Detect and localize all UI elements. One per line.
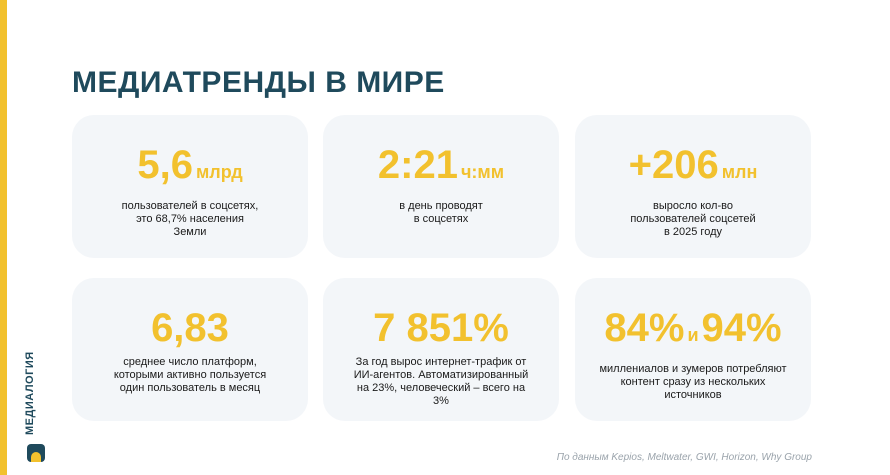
stat-number: 84% и94% xyxy=(575,306,811,357)
stat-value: 94% xyxy=(701,306,782,350)
source: По данным Kepios, Meltwater, GWI, Horizo… xyxy=(556,452,812,463)
description-line: на 23%, человеческий – всего на xyxy=(356,382,526,394)
stat-card: 6,83 среднее число платформ, которыми акти… xyxy=(72,278,308,421)
description-line: 3% xyxy=(433,395,449,407)
description-line: выросло кол-во xyxy=(653,200,733,212)
stat-number: 7 851% xyxy=(323,306,559,350)
stat-description: в день проводят в соцсетях xyxy=(323,200,559,226)
logo-icon xyxy=(27,444,45,462)
stat-value: 2:21 xyxy=(377,143,458,187)
accent-stripe xyxy=(0,0,7,475)
description-line: контент сразу из нескольких xyxy=(620,376,766,388)
description-line: это 68,7% населения xyxy=(136,213,244,225)
title: МЕДИАТРЕНДЫ В МИРЕ xyxy=(72,66,445,99)
description-line: в соцсетях xyxy=(413,213,469,225)
stat-number: 6,83 xyxy=(72,306,308,350)
stat-value: 6,83 xyxy=(151,306,229,350)
description-line: среднее число платформ, xyxy=(123,356,257,368)
stat-number: +206 млн xyxy=(575,143,811,194)
stat-description: миллениалов и зумеров потребляют контент … xyxy=(575,363,811,402)
description-line: в день проводят xyxy=(399,200,483,212)
description-line: миллениалов и зумеров потребляют xyxy=(599,363,787,375)
description-line: ИИ-агентов. Автоматизированный xyxy=(353,369,529,381)
stat-card: 2:21 ч:мм в день проводят в соцсетях xyxy=(323,115,559,258)
stat-unit: млрд xyxy=(195,162,243,182)
logo-text: МЕДИАЛОГИЯ xyxy=(24,351,36,435)
stat-unit: ч:мм xyxy=(460,162,505,182)
stat-description: выросло кол-во пользователей соцсетей в 20… xyxy=(575,200,811,239)
stat-joiner: и xyxy=(687,325,699,345)
stat-card: 5,6 млрд пользователей в соцсетях, это 68,7… xyxy=(72,115,308,258)
description-line: пользователей в соцсетях, xyxy=(121,200,259,212)
description-line: которыми активно пользуется xyxy=(113,369,267,381)
description-line: Земли xyxy=(173,226,207,238)
stat-value: 5,6 xyxy=(137,143,193,187)
description-line: один пользователь в месяц xyxy=(119,382,261,394)
stat-description: За год вырос интернет-трафик от ИИ-агенто… xyxy=(323,356,559,408)
description-line: пользователей соцсетей xyxy=(630,213,756,225)
description-line: источников xyxy=(664,389,722,401)
stat-description: пользователей в соцсетях, это 68,7% насел… xyxy=(72,200,308,239)
stat-number: 5,6 млрд xyxy=(72,143,308,194)
description-line: в 2025 году xyxy=(664,226,722,238)
stat-value: +206 xyxy=(628,143,719,187)
description-line: За год вырос интернет-трафик от xyxy=(355,356,527,368)
stat-card: +206 млн выросло кол-во пользователей соцсе… xyxy=(575,115,811,258)
stat-value: 7 851% xyxy=(373,306,509,350)
stat-number: 2:21 ч:мм xyxy=(323,143,559,194)
stat-card: 84% и94% миллениалов и зумеров потребляют к… xyxy=(575,278,811,421)
stat-card: 7 851% За год вырос интернет-трафик от ИИ-… xyxy=(323,278,559,421)
stat-description: среднее число платформ, которыми активно … xyxy=(72,356,308,395)
stat-value: 84% xyxy=(604,306,685,350)
stat-unit: млн xyxy=(721,162,758,182)
